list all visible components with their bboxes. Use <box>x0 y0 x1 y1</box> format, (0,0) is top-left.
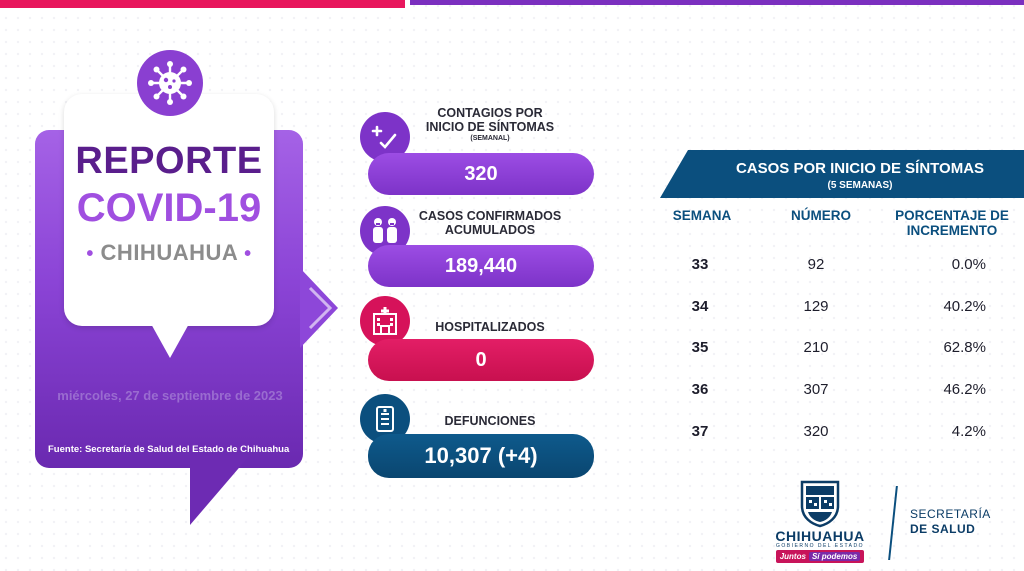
stat-confirmados-value: 189,440 <box>368 245 594 287</box>
cell-week: 36 <box>691 381 709 398</box>
cell-number: 210 <box>803 339 829 356</box>
plus-check-icon <box>371 125 397 149</box>
cell-percent: 46.2% <box>943 381 986 398</box>
column-header-number: NÚMERO <box>791 208 851 223</box>
stat-contagios-label-line1: CONTAGIOS POR <box>437 106 543 120</box>
report-location-text: CHIHUAHUA <box>100 240 238 265</box>
data-source: Fuente: Secretaría de Salud del Estado d… <box>48 444 290 455</box>
secretaria-dept: DE SALUD <box>910 522 976 536</box>
virus-badge <box>137 50 203 116</box>
cell-week: 35 <box>691 339 709 356</box>
top-accent-bar-pink <box>0 0 405 8</box>
report-location: • CHIHUAHUA • <box>64 240 274 266</box>
hospital-icon <box>373 307 397 335</box>
slogan-part1: Juntos <box>779 552 806 561</box>
stat-hospitalizados-icon-badge <box>360 296 410 346</box>
column-header-week: SEMANA <box>672 208 732 223</box>
stat-confirmados-label: CASOS CONFIRMADOS ACUMULADOS <box>405 209 575 237</box>
cell-week: 34 <box>691 298 709 315</box>
column-header-percent: PORCENTAJE DE INCREMENTO <box>884 208 1020 238</box>
table-title: CASOS POR INICIO DE SÍNTOMAS <box>735 160 985 177</box>
cell-week: 33 <box>691 256 709 273</box>
cell-number: 129 <box>803 298 829 315</box>
virus-icon <box>148 61 192 105</box>
top-accent-bar-purple <box>410 0 1024 5</box>
people-confirmed-icon <box>373 218 397 243</box>
government-slogan: Juntos Sí podemos <box>776 550 864 563</box>
stat-defunciones-value: 10,307 (+4) <box>368 434 594 478</box>
bullet-icon: • <box>244 243 252 265</box>
report-date: miércoles, 27 de septiembre de 2023 <box>57 388 283 403</box>
cell-week: 37 <box>691 423 709 440</box>
table-subtitle: (5 SEMANAS) <box>827 180 893 191</box>
government-name: CHIHUAHUA <box>775 528 865 544</box>
state-shield-logo <box>800 480 840 528</box>
stat-hospitalizados-label: HOSPITALIZADOS <box>435 320 545 334</box>
government-subtitle: GOBIERNO DEL ESTADO <box>776 543 864 549</box>
secretaria-label: SECRETARÍA <box>910 507 991 521</box>
bullet-icon: • <box>86 243 94 265</box>
stat-contagios-label-line2: INICIO DE SÍNTOMAS <box>425 120 555 134</box>
stat-contagios-label: CONTAGIOS POR INICIO DE SÍNTOMAS (SEMANA… <box>405 106 575 143</box>
cell-number: 320 <box>803 423 829 440</box>
cell-percent: 4.2% <box>951 423 986 440</box>
stat-hospitalizados-value: 0 <box>368 339 594 381</box>
stat-confirmados-label-line2: ACUMULADOS <box>444 223 536 237</box>
stat-contagios-sublabel: (SEMANAL) <box>470 135 510 142</box>
title-card-tail <box>150 322 190 358</box>
stat-contagios-value: 320 <box>368 153 594 195</box>
report-title: REPORTE <box>75 140 263 182</box>
cell-percent: 0.0% <box>951 256 986 273</box>
column-header-percent-line1: PORCENTAJE DE <box>895 208 1009 223</box>
stat-confirmados-label-line1: CASOS CONFIRMADOS <box>418 209 562 223</box>
hero-panel-tail <box>190 455 250 525</box>
slogan-part2: Sí podemos <box>808 552 861 561</box>
title-card <box>64 94 274 326</box>
cell-percent: 40.2% <box>943 298 986 315</box>
table-header-banner <box>660 150 1024 198</box>
hero-panel-arrow <box>300 268 338 348</box>
column-header-percent-line2: INCREMENTO <box>906 223 998 238</box>
cell-number: 307 <box>803 381 829 398</box>
stat-defunciones-label: DEFUNCIONES <box>444 414 536 428</box>
cell-number: 92 <box>807 256 825 273</box>
report-subject: COVID-19 <box>76 186 262 230</box>
document-icon <box>376 406 394 432</box>
cell-percent: 62.8% <box>943 339 986 356</box>
